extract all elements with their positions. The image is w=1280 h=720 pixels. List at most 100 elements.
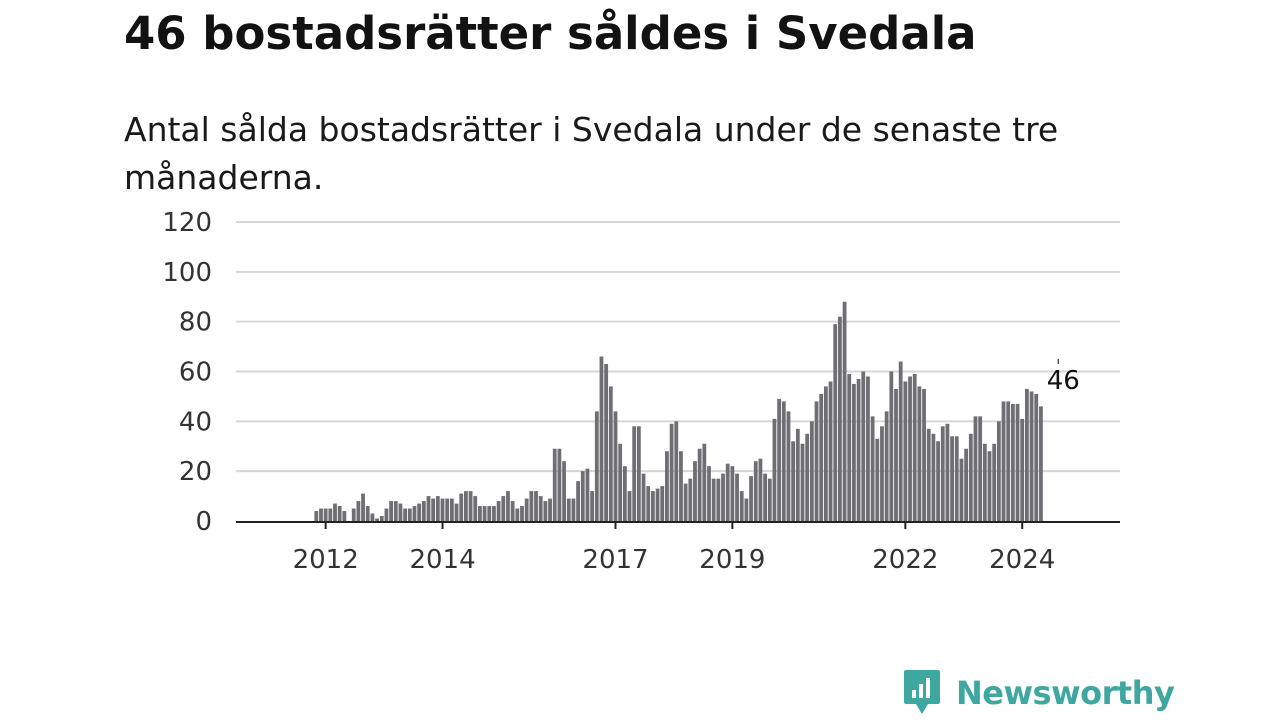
bar [426,496,431,521]
bar [1006,401,1011,521]
bar [847,373,852,521]
bar [351,508,356,521]
bar [931,433,936,521]
axes [236,521,1120,529]
bar [945,423,950,521]
bar [1010,403,1015,521]
bar [739,491,744,521]
bar [725,463,730,521]
bar [996,421,1001,521]
bar [613,411,618,521]
bar [319,508,323,521]
bar [954,436,959,521]
bar [543,501,548,521]
bar [337,506,342,521]
x-tick-label: 2022 [872,545,938,575]
bar [987,451,992,521]
y-tick-label: 20 [179,457,212,487]
bar [814,401,819,521]
bar [562,461,566,521]
bar [608,386,613,521]
x-tick-label: 2014 [409,545,475,575]
bar [716,478,721,521]
bar [398,503,403,521]
bar [651,491,655,521]
bar [520,506,524,521]
bar [959,458,964,521]
bar [758,458,763,521]
bar [838,316,842,521]
bar [697,448,702,521]
bar [506,491,510,521]
bar [515,508,520,521]
bar [669,423,674,521]
bar [744,498,749,521]
chart-title: 46 bostadsrätter såldes i Svedala [124,7,977,60]
y-tick-label: 80 [179,308,212,338]
x-tick-label: 2024 [989,545,1055,575]
bar [389,501,393,521]
bar [856,378,861,521]
bar [342,511,347,521]
bar [721,473,725,521]
bar [800,443,805,521]
bar [982,443,987,521]
bar [407,508,412,521]
bar [940,426,945,521]
bar [566,498,571,521]
bar [632,426,637,521]
bar [627,491,632,521]
bar [735,473,739,521]
latest-value-label: 46 [1047,366,1080,396]
bar [314,511,319,521]
bar [464,491,468,521]
bar [482,506,487,521]
bar [777,398,782,521]
bar [936,441,940,521]
bar [767,478,772,521]
bar [880,426,884,521]
bar [805,433,810,521]
bar [964,448,969,521]
bar [866,376,870,521]
bar [333,503,337,521]
bar [1034,393,1039,521]
bar [370,513,375,521]
newsworthy-icon [904,670,940,714]
bar [1001,401,1006,521]
bar [772,418,777,521]
bar [683,483,688,521]
bar [604,364,609,521]
bar [403,508,408,521]
bar [421,501,426,521]
bar [763,473,767,521]
bar [557,448,562,521]
bar [459,493,464,521]
bar [440,498,445,521]
bar [473,496,478,521]
bar [356,501,361,521]
bar [842,301,847,521]
bar [781,401,786,521]
bar [693,461,697,521]
bar [552,448,557,521]
bar [375,518,379,521]
bar [828,381,833,521]
newsworthy-logo: Newsworthy [902,668,1175,718]
bar [926,428,931,521]
bar [655,488,660,521]
bar [711,478,716,521]
bar [524,498,529,521]
bar [571,498,576,521]
bar [384,508,389,521]
bar [833,324,838,521]
bar [646,486,651,521]
y-tick-label: 60 [179,358,212,388]
bar [660,486,665,521]
bar [641,473,646,521]
bar [534,491,538,521]
bar [449,498,454,521]
bar [749,476,753,521]
bar [417,503,422,521]
brand-name: Newsworthy [956,674,1175,712]
